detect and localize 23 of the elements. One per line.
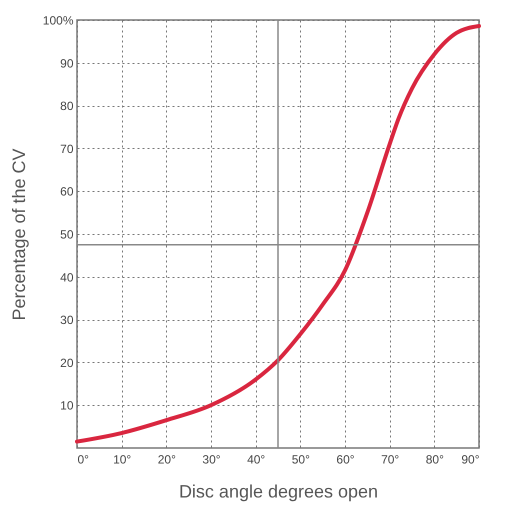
- y-tick-label: 30: [60, 313, 74, 328]
- x-tick-label: 30°: [202, 452, 221, 466]
- x-tick-label: 60°: [336, 452, 355, 466]
- x-tick-label: 80°: [426, 452, 444, 466]
- x-tick-label: 90°: [461, 452, 480, 466]
- x-tick-label: 50°: [292, 452, 310, 466]
- line-series: [75, 24, 481, 444]
- y-tick-label: 50: [60, 228, 74, 242]
- y-tick-label: 100%: [42, 14, 74, 28]
- y-axis-title: Percentage of the CV: [8, 148, 29, 321]
- x-tick-label: 20°: [158, 452, 176, 466]
- x-tick-label: 70°: [381, 452, 400, 466]
- y-tick-label: 20: [60, 356, 74, 370]
- y-tick-label: 60: [60, 184, 74, 199]
- y-tick-label: 80: [60, 99, 74, 114]
- y-tick-label: 40: [60, 270, 74, 284]
- y-tick-label: 70: [60, 142, 74, 156]
- x-tick-label: 10°: [113, 452, 132, 466]
- x-tick-label: 0°: [78, 452, 90, 466]
- y-tick-label: 10: [60, 398, 74, 413]
- y-tick-label: 90: [60, 56, 74, 70]
- x-axis-title: Disc angle degrees open: [178, 482, 378, 502]
- x-tick-label: 40°: [247, 452, 266, 466]
